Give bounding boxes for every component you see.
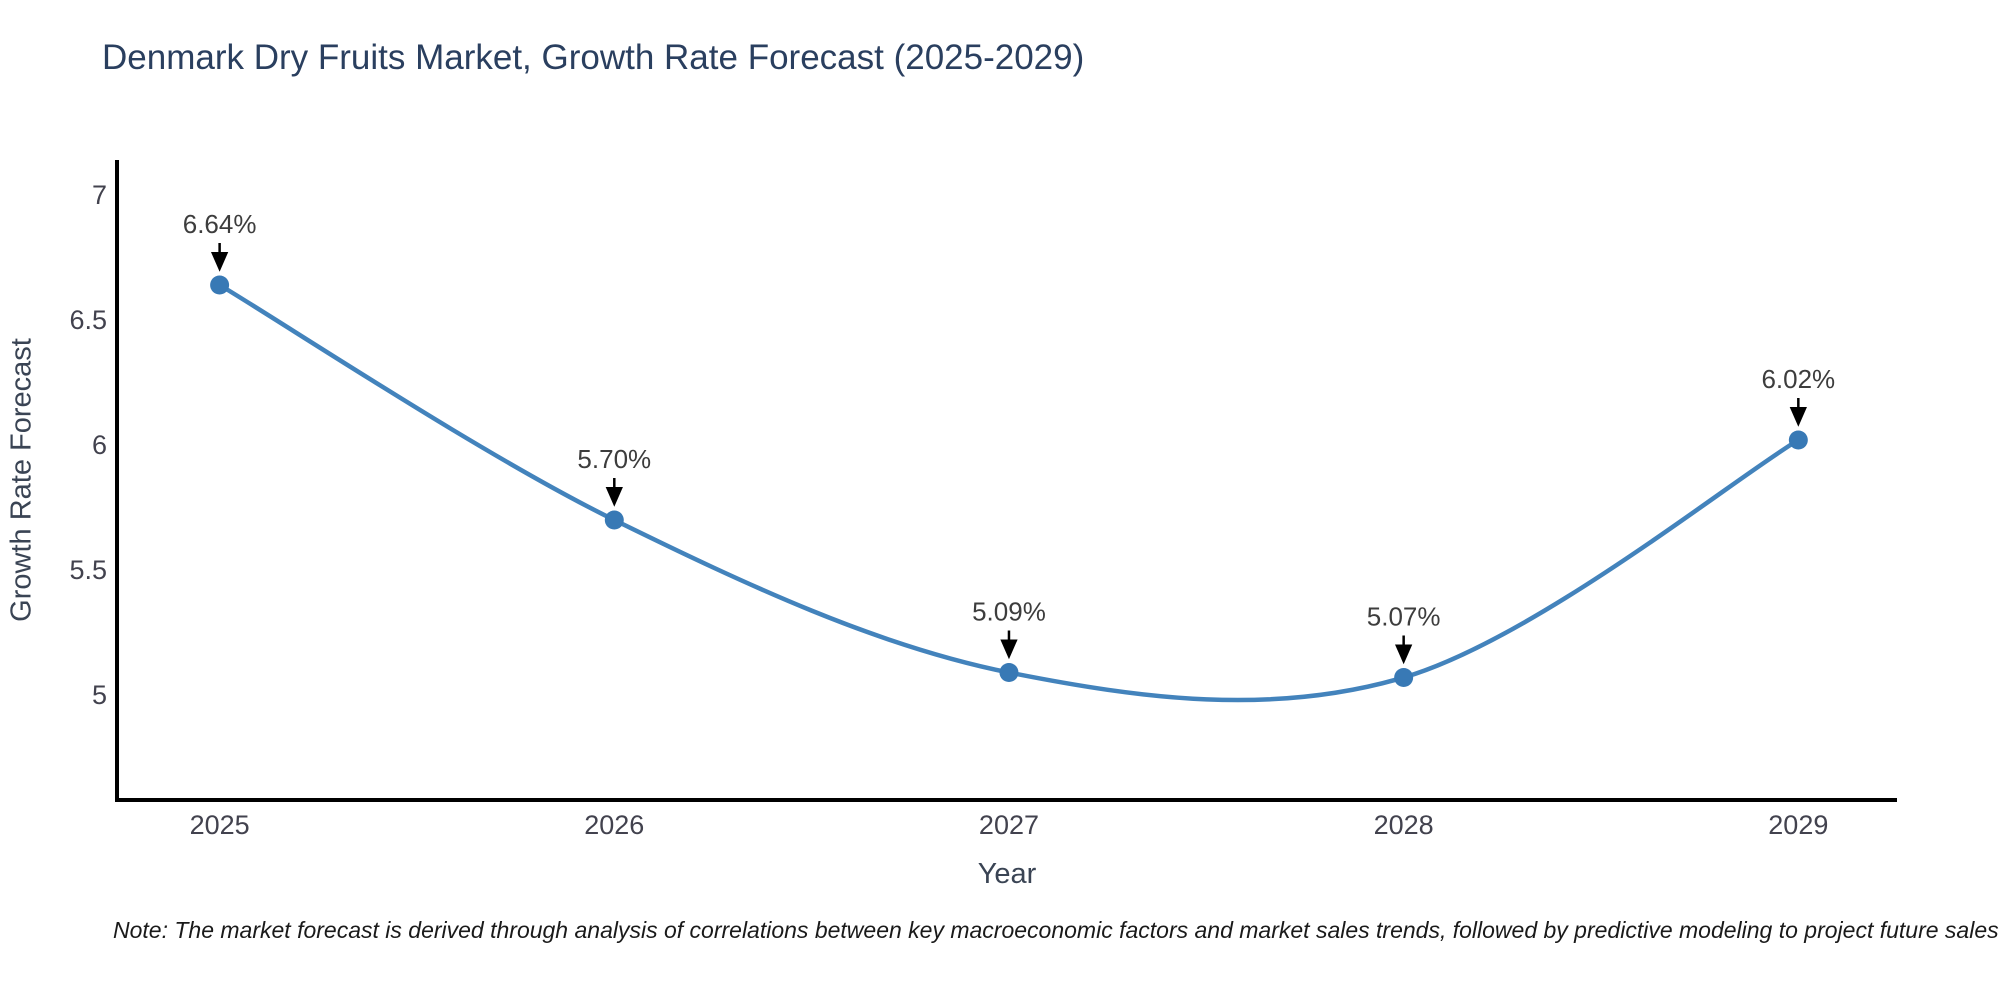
y-tick-label: 5 [92, 680, 107, 710]
data-point-label: 5.07% [1367, 602, 1441, 632]
footnote: Note: The market forecast is derived thr… [113, 917, 1999, 943]
y-axis-title-text: Growth Rate Forecast [5, 338, 38, 622]
y-tick-label: 6 [92, 430, 107, 460]
data-point [604, 510, 624, 530]
chart-title: Denmark Dry Fruits Market, Growth Rate F… [102, 38, 1085, 77]
x-tick-label: 2029 [1768, 810, 1828, 840]
x-axis-title: Year [977, 858, 1037, 890]
y-tick-label: 5.5 [69, 555, 107, 585]
y-tick-label: 7 [92, 180, 107, 210]
x-tick-label: 2027 [979, 810, 1039, 840]
data-point [210, 275, 230, 295]
y-tick-label: 6.5 [69, 305, 107, 335]
data-point [999, 663, 1019, 682]
data-point [1394, 668, 1414, 687]
data-point [1788, 430, 1808, 450]
x-tick-label: 2026 [584, 810, 644, 840]
data-point-label: 6.02% [1761, 364, 1835, 394]
x-tick-label: 2028 [1374, 810, 1434, 840]
data-point-label: 5.09% [972, 597, 1046, 627]
data-point-label: 5.70% [577, 444, 651, 474]
data-point-label: 6.64% [183, 209, 257, 239]
x-tick-label: 2025 [190, 810, 250, 840]
